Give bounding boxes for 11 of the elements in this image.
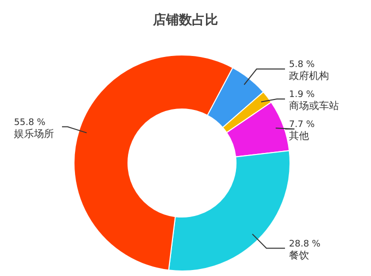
data-label: 7.7 % [289,120,316,130]
slice-label: 商场或车站 [289,100,339,112]
data-label: 28.8 % [289,239,321,250]
data-label: 55.8 % [14,118,46,128]
chart-title: 店铺数占比 [152,12,218,28]
data-label: 5.8 % [289,60,316,70]
slice-label: 餐饮 [289,249,309,262]
slice-label: 娱乐场所 [14,128,54,140]
data-label: 1.9 % [289,90,316,100]
slice-label: 政府机构 [289,70,329,82]
slice-label: 其他 [289,130,309,142]
